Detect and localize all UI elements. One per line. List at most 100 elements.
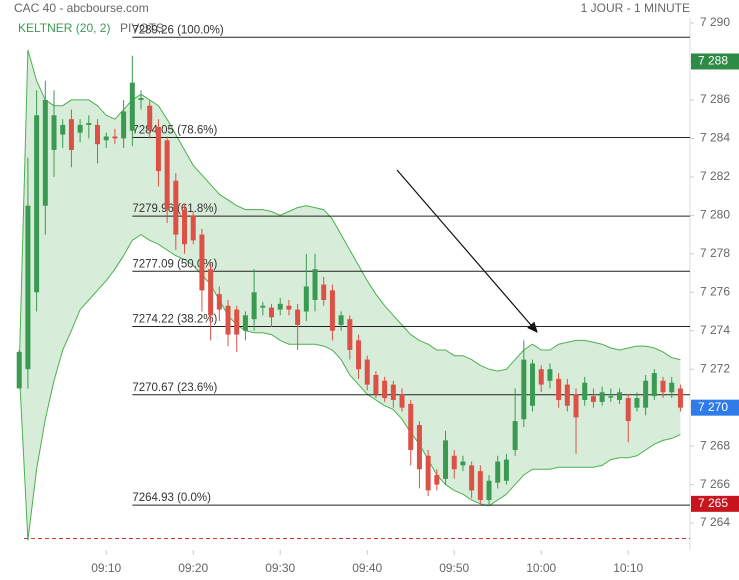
keltner-legend: KELTNER (20, 2) <box>18 21 110 35</box>
price-tag-label: 7 288 <box>698 54 728 68</box>
candle-body <box>190 215 196 241</box>
candle-body <box>660 380 666 393</box>
x-tick-label: 10:00 <box>526 561 556 575</box>
candle-body <box>42 99 48 206</box>
candle-body <box>103 136 109 141</box>
candle-body <box>373 374 379 395</box>
candle-body <box>651 373 657 397</box>
pivot-label: 7277.09 (50.0%) <box>132 258 217 270</box>
candle-body <box>625 398 631 422</box>
candle-body <box>390 384 396 400</box>
candle-body <box>269 307 275 318</box>
y-tick-label: 7 278 <box>700 246 730 260</box>
candle-body <box>538 369 544 385</box>
y-tick-label: 7 284 <box>700 131 730 145</box>
candle-body <box>129 82 135 131</box>
candle-body <box>234 309 240 335</box>
candle-body <box>599 392 605 402</box>
candle-body <box>216 294 222 310</box>
candle-body <box>634 398 640 408</box>
candle-body <box>573 394 579 418</box>
candle-body <box>199 234 205 291</box>
candle-body <box>164 140 170 210</box>
candle-body <box>408 403 414 450</box>
pivot-label: 7274.22 (38.2%) <box>132 314 217 326</box>
candle-body <box>260 305 266 308</box>
candle-body <box>251 292 257 320</box>
price-tag <box>691 399 739 416</box>
candle-body <box>16 351 22 389</box>
x-tick-label: 09:10 <box>91 561 121 575</box>
candle-body <box>77 124 83 133</box>
candle-body <box>582 382 588 400</box>
y-tick-label: 7 272 <box>700 361 730 375</box>
candle-body <box>25 205 31 370</box>
candle-body <box>86 123 92 125</box>
y-tick-label: 7 274 <box>700 323 730 337</box>
candle-body <box>364 359 370 385</box>
price-tag-label: 7 265 <box>698 496 728 510</box>
candle-body <box>312 269 318 300</box>
price-tag <box>691 495 739 512</box>
candle-body <box>51 115 57 150</box>
candle-body <box>138 98 144 100</box>
keltner-lower <box>18 234 681 541</box>
candle-body <box>564 384 570 406</box>
candle-body <box>286 305 292 310</box>
candle-body <box>399 394 405 408</box>
candle-body <box>443 440 449 479</box>
candle-body <box>155 126 161 172</box>
y-tick-label: 7 276 <box>700 284 730 298</box>
chart-subtitle: 1 JOUR - 1 MINUTE <box>581 1 690 15</box>
x-tick-label: 09:20 <box>178 561 208 575</box>
candle-body <box>486 480 492 500</box>
candle-body <box>356 340 362 370</box>
candle-body <box>225 305 231 335</box>
candle-body <box>590 396 596 402</box>
candle-body <box>347 319 353 350</box>
candle-body <box>434 474 440 485</box>
candle-body <box>277 303 283 310</box>
candle-body <box>495 461 501 483</box>
candle-body <box>173 180 179 235</box>
candle-body <box>382 380 388 399</box>
y-tick-label: 7 290 <box>700 15 730 29</box>
candle-body <box>677 388 683 408</box>
candle-body <box>469 465 475 491</box>
x-tick-label: 09:50 <box>439 561 469 575</box>
candle-body <box>669 382 675 393</box>
x-tick-label: 09:30 <box>265 561 295 575</box>
pivots-legend: PIVOTS <box>120 21 164 35</box>
candle-body <box>182 209 188 245</box>
x-tick-label: 09:40 <box>352 561 382 575</box>
candle-body <box>147 105 153 131</box>
candle-body <box>338 315 344 325</box>
candle-body <box>477 471 483 500</box>
candle-body <box>547 369 553 381</box>
candle-body <box>617 392 623 400</box>
pivot-label: 7284.05 (78.6%) <box>132 124 217 136</box>
candle-body <box>112 136 118 139</box>
candle-body <box>460 461 466 466</box>
price-tag-label: 7 270 <box>698 400 728 414</box>
candle-body <box>329 290 335 331</box>
candle-body <box>60 124 66 135</box>
annotation-arrow <box>396 169 538 333</box>
y-tick-label: 7 282 <box>700 169 730 183</box>
candle-body <box>95 124 101 145</box>
candle-body <box>512 421 518 450</box>
candle-body <box>208 269 214 316</box>
y-tick-label: 7 286 <box>700 92 730 106</box>
y-tick-label: 7 266 <box>700 477 730 491</box>
x-tick-label: 10:10 <box>613 561 643 575</box>
chart-title: CAC 40 - abcbourse.com <box>14 1 149 15</box>
y-tick-label: 7 268 <box>700 438 730 452</box>
candle-body <box>425 455 431 491</box>
candle-body <box>121 111 127 139</box>
candle-body <box>521 359 527 420</box>
candle-body <box>503 459 509 481</box>
pivot-label: 7270.67 (23.6%) <box>132 382 217 394</box>
keltner-upper <box>18 49 681 372</box>
